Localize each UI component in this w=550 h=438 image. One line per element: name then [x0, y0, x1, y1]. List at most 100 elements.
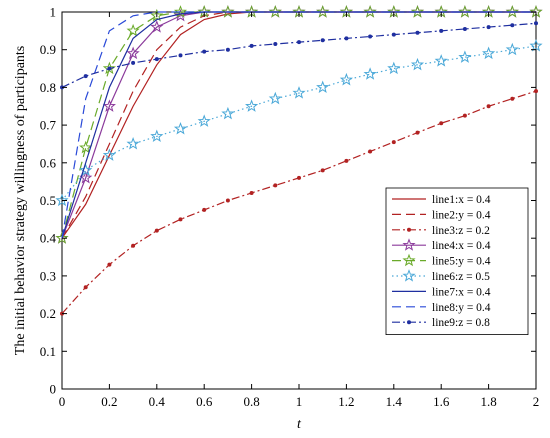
star-marker — [268, 5, 282, 18]
star-marker — [221, 106, 235, 120]
dot-marker — [407, 227, 411, 232]
axis-ticks: 0 0.2 0.4 0.6 0.8 1 1.2 1.4 1.6 1.8 2 0 0.1 0.2 0.3 0.4… — [40, 5, 540, 410]
y-tick-label: 0.3 — [40, 268, 56, 283]
legend-item: line5:y = 0.4 — [392, 253, 491, 268]
dot-marker — [510, 23, 515, 28]
legend-item: line2:y = 0.4 — [392, 209, 491, 221]
dot-marker — [320, 38, 325, 43]
star-marker — [126, 46, 140, 60]
star-marker — [173, 121, 188, 135]
legend-item: line1:x = 0.4 — [392, 194, 491, 206]
dot-marker — [107, 262, 112, 267]
dot-marker — [131, 243, 136, 248]
x-tick-label: 0.8 — [243, 394, 259, 409]
star-marker — [102, 99, 116, 112]
y-tick-label: 0.6 — [40, 155, 57, 170]
star-marker — [339, 72, 353, 86]
star-marker — [79, 140, 93, 154]
legend-label: line9:z = 0.8 — [432, 317, 490, 329]
dot-marker — [439, 121, 444, 126]
star-marker — [505, 5, 519, 18]
star-marker — [55, 231, 69, 244]
star-marker — [410, 5, 425, 18]
legend-label: line1:x = 0.4 — [432, 194, 491, 206]
star-marker — [402, 238, 416, 251]
dot-marker — [486, 104, 491, 109]
star-marker — [363, 67, 377, 80]
dot-marker — [462, 26, 467, 31]
dot-marker — [368, 34, 373, 39]
dot-marker — [534, 89, 538, 94]
legend-label: line2:y = 0.4 — [432, 209, 491, 221]
y-tick-label: 0.7 — [40, 118, 57, 133]
dot-marker — [391, 32, 396, 37]
x-axis-label: t — [297, 417, 302, 432]
dot-marker — [154, 228, 159, 233]
legend-label: line7:x = 0.4 — [432, 286, 491, 298]
star-marker — [402, 269, 416, 282]
star-marker — [387, 61, 401, 75]
x-tick-label: 1.4 — [386, 394, 403, 409]
legend-label: line8:y = 0.4 — [432, 302, 491, 314]
star-marker — [458, 5, 472, 18]
x-tick-label: 0.2 — [101, 394, 117, 409]
series-9 — [60, 21, 538, 90]
y-tick-label: 0.5 — [40, 193, 56, 208]
star-marker — [150, 129, 164, 143]
dot-marker — [344, 36, 349, 41]
y-tick-label: 0.8 — [40, 80, 56, 95]
star-marker — [529, 39, 543, 52]
dot-marker — [131, 60, 136, 65]
dot-marker — [273, 183, 278, 188]
series-6 — [55, 39, 543, 207]
series-line — [61, 45, 537, 201]
legend-label: line3:z = 0.2 — [432, 225, 490, 237]
dot-marker — [154, 57, 159, 62]
dot-marker — [320, 168, 325, 173]
x-tick-label: 0.4 — [149, 394, 166, 409]
dot-marker — [273, 42, 278, 47]
y-tick-label: 1 — [50, 5, 57, 20]
legend-item: line6:z = 0.5 — [392, 269, 490, 283]
y-tick-label: 0.2 — [40, 306, 56, 321]
dot-marker — [178, 53, 183, 58]
series-3 — [60, 89, 538, 316]
dot-marker — [415, 130, 420, 135]
star-marker — [245, 99, 259, 112]
star-marker — [458, 50, 472, 63]
dot-marker — [249, 43, 254, 48]
star-marker — [268, 91, 282, 105]
x-tick-label: 1.2 — [338, 394, 354, 409]
star-marker — [316, 5, 330, 18]
x-tick-label: 1.8 — [480, 394, 496, 409]
dot-marker — [462, 113, 467, 118]
dot-marker — [510, 96, 515, 101]
star-marker — [292, 86, 306, 99]
star-marker — [126, 137, 140, 150]
star-marker — [150, 20, 164, 33]
legend-item: line8:y = 0.4 — [392, 302, 491, 314]
legend-item: line4:x = 0.4 — [392, 238, 491, 252]
star-marker — [482, 46, 496, 60]
x-tick-label: 0.6 — [196, 394, 213, 409]
x-tick-label: 0 — [59, 394, 66, 409]
y-tick-label: 0 — [50, 382, 57, 397]
star-marker — [55, 193, 69, 207]
star-marker — [402, 253, 416, 267]
star-marker — [505, 42, 519, 56]
dot-marker — [368, 149, 373, 154]
dot-marker — [83, 285, 88, 290]
dot-marker — [83, 74, 88, 79]
legend-item: line9:z = 0.8 — [392, 317, 490, 329]
star-marker — [316, 80, 330, 94]
y-tick-label: 0.1 — [40, 344, 56, 359]
star-marker — [102, 61, 116, 75]
dot-marker — [407, 320, 411, 325]
dot-marker — [439, 28, 444, 33]
star-marker — [221, 5, 235, 18]
dot-marker — [202, 207, 207, 212]
star-marker — [79, 163, 93, 176]
legend-item: line3:z = 0.2 — [392, 225, 490, 237]
dot-marker — [225, 198, 230, 203]
